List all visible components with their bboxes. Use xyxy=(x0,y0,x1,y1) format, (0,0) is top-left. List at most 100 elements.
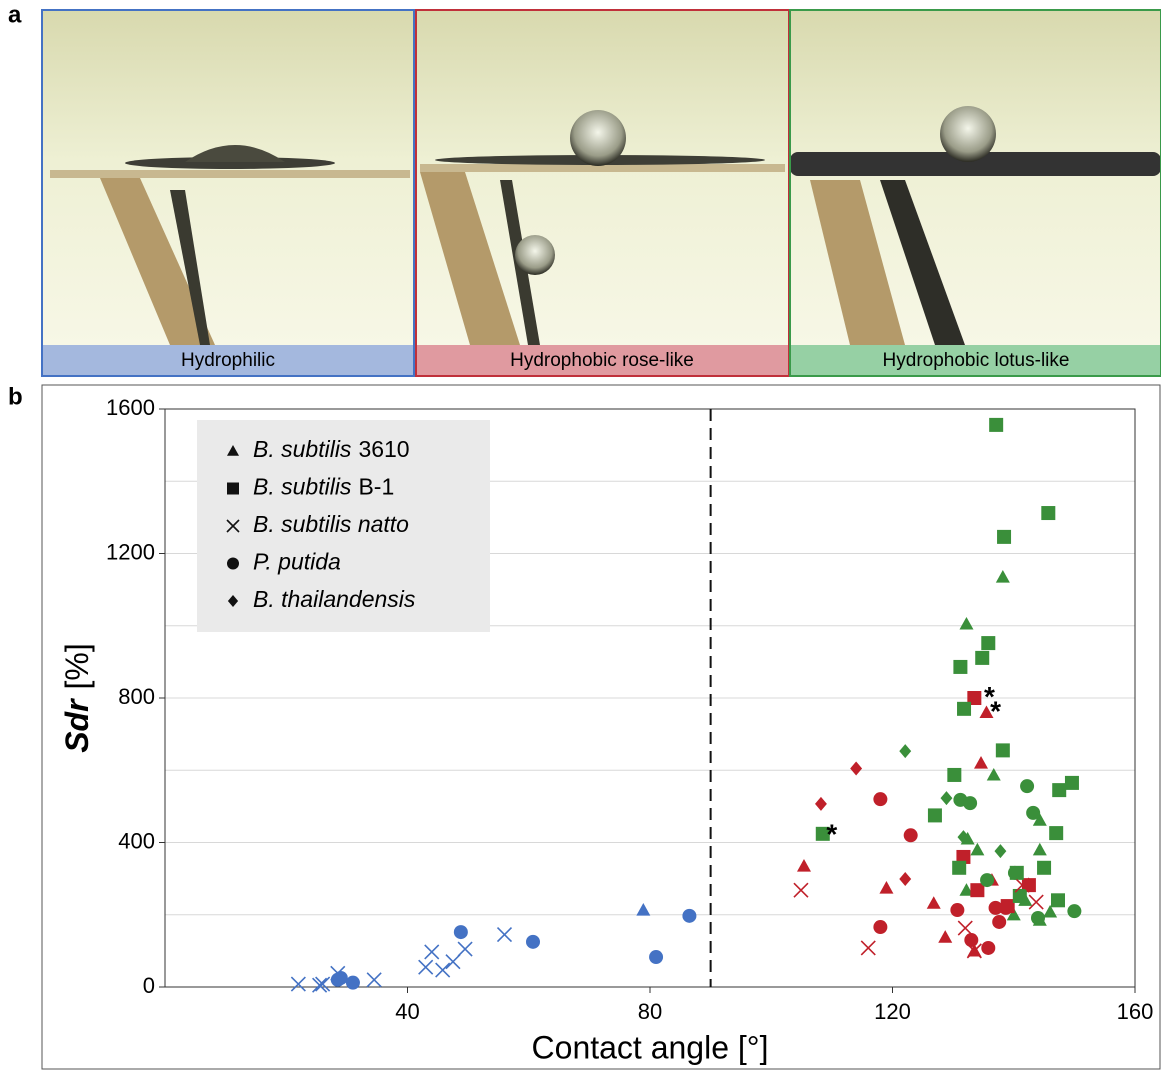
y-tick-label: 1600 xyxy=(106,395,155,420)
legend-box xyxy=(197,420,490,632)
marker-cross xyxy=(445,954,461,970)
legend-label: B. subtilis natto xyxy=(253,511,409,537)
legend-label: P. putida xyxy=(253,549,341,575)
marker-square xyxy=(1041,506,1056,521)
marker-triangle xyxy=(796,858,811,872)
marker-square xyxy=(975,650,990,665)
legend-label: B. subtilis 3610 xyxy=(253,436,410,462)
marker-cross xyxy=(315,976,331,992)
y-axis-label-unit: [%] xyxy=(59,643,95,689)
marker-diamond xyxy=(899,744,912,759)
marker-cross xyxy=(860,940,876,956)
marker-cross xyxy=(424,944,440,960)
marker-square xyxy=(227,482,239,495)
marker-cross xyxy=(1014,877,1030,893)
legend-name: P. putida xyxy=(253,549,341,575)
marker-triangle xyxy=(1032,842,1047,856)
marker-cross xyxy=(226,519,240,533)
marker-circle xyxy=(1031,911,1045,926)
marker-square xyxy=(947,767,962,782)
panel-label: a xyxy=(8,1,22,28)
marker-circle xyxy=(988,900,1003,915)
marker-cross xyxy=(312,977,328,993)
marker-circle xyxy=(981,940,996,955)
annotation: * xyxy=(826,818,837,849)
y-axis-label: Sdr [%] xyxy=(59,643,95,753)
photo-lotus: Hydrophobic lotus-like xyxy=(789,9,1161,377)
marker-cross xyxy=(496,927,513,943)
marker-triangle xyxy=(979,705,994,719)
photo-rose: Hydrophobic rose-like xyxy=(415,9,790,377)
marker-circle xyxy=(964,933,979,948)
marker-triangle xyxy=(938,930,953,943)
marker-triangle xyxy=(1006,907,1021,921)
marker-square xyxy=(967,691,982,705)
caption: Hydrophobic lotus-like xyxy=(883,350,1070,371)
marker-cross xyxy=(366,972,382,988)
x-axis-label: Contact angle [°] xyxy=(532,1029,769,1065)
x-tick-label: 160 xyxy=(1117,999,1154,1024)
marker-triangle xyxy=(636,903,651,916)
marker-square xyxy=(1012,888,1027,903)
marker-square xyxy=(952,860,967,875)
legend-name: B. subtilis xyxy=(253,474,352,500)
marker-square xyxy=(1049,826,1064,841)
marker-circle xyxy=(1026,805,1041,820)
x-tick-label: 80 xyxy=(638,999,662,1024)
panel-frame xyxy=(41,384,1161,1070)
legend-label: B. subtilis B-1 xyxy=(253,474,394,500)
photo-hydrophilic: Hydrophilic xyxy=(41,9,415,377)
marker-circle xyxy=(1020,779,1035,794)
marker-square xyxy=(995,743,1010,758)
marker-square xyxy=(956,849,971,864)
marker-square xyxy=(815,826,830,841)
marker-triangle xyxy=(995,569,1010,583)
marker-triangle xyxy=(974,756,989,769)
marker-diamond xyxy=(899,871,912,886)
marker-circle xyxy=(227,557,239,570)
marker-triangle xyxy=(959,616,974,630)
legend-name: B. thailandensis xyxy=(253,586,416,612)
marker-diamond xyxy=(850,761,863,776)
marker-circle xyxy=(1067,904,1082,919)
marker-diamond xyxy=(227,595,239,607)
marker-circle xyxy=(682,908,697,923)
marker-circle xyxy=(1007,865,1022,880)
marker-diamond xyxy=(957,830,970,845)
marker-circle xyxy=(903,828,918,843)
marker-circle xyxy=(873,920,888,935)
marker-square xyxy=(989,417,1004,432)
marker-triangle xyxy=(227,445,239,456)
y-tick-label: 0 xyxy=(143,973,155,998)
plot-frame xyxy=(164,408,1136,988)
marker-square xyxy=(981,636,996,651)
marker-cross xyxy=(290,976,306,992)
annotation: * xyxy=(990,696,1001,727)
marker-cross xyxy=(457,941,473,957)
legend-name: B. subtilis xyxy=(253,436,352,462)
y-tick-label: 400 xyxy=(118,828,155,853)
legend-label: B. thailandensis xyxy=(253,586,416,612)
marker-diamond xyxy=(815,796,827,811)
marker-circle xyxy=(992,914,1007,929)
legend-strain: B-1 xyxy=(358,474,394,500)
marker-circle xyxy=(333,970,348,985)
marker-triangle xyxy=(986,767,1001,781)
y-tick-label: 1200 xyxy=(106,539,155,564)
marker-diamond xyxy=(994,844,1007,859)
marker-circle xyxy=(525,934,540,949)
marker-circle xyxy=(963,796,978,811)
marker-triangle xyxy=(1032,813,1047,826)
legend-name: B. subtilis natto xyxy=(253,511,409,537)
marker-square xyxy=(1064,775,1079,790)
marker-circle xyxy=(950,903,965,918)
marker-square xyxy=(927,808,942,823)
y-tick-label: 800 xyxy=(118,684,155,709)
marker-triangle xyxy=(879,881,894,894)
marker-triangle xyxy=(959,883,974,896)
marker-circle xyxy=(998,900,1013,915)
marker-cross xyxy=(957,920,973,936)
